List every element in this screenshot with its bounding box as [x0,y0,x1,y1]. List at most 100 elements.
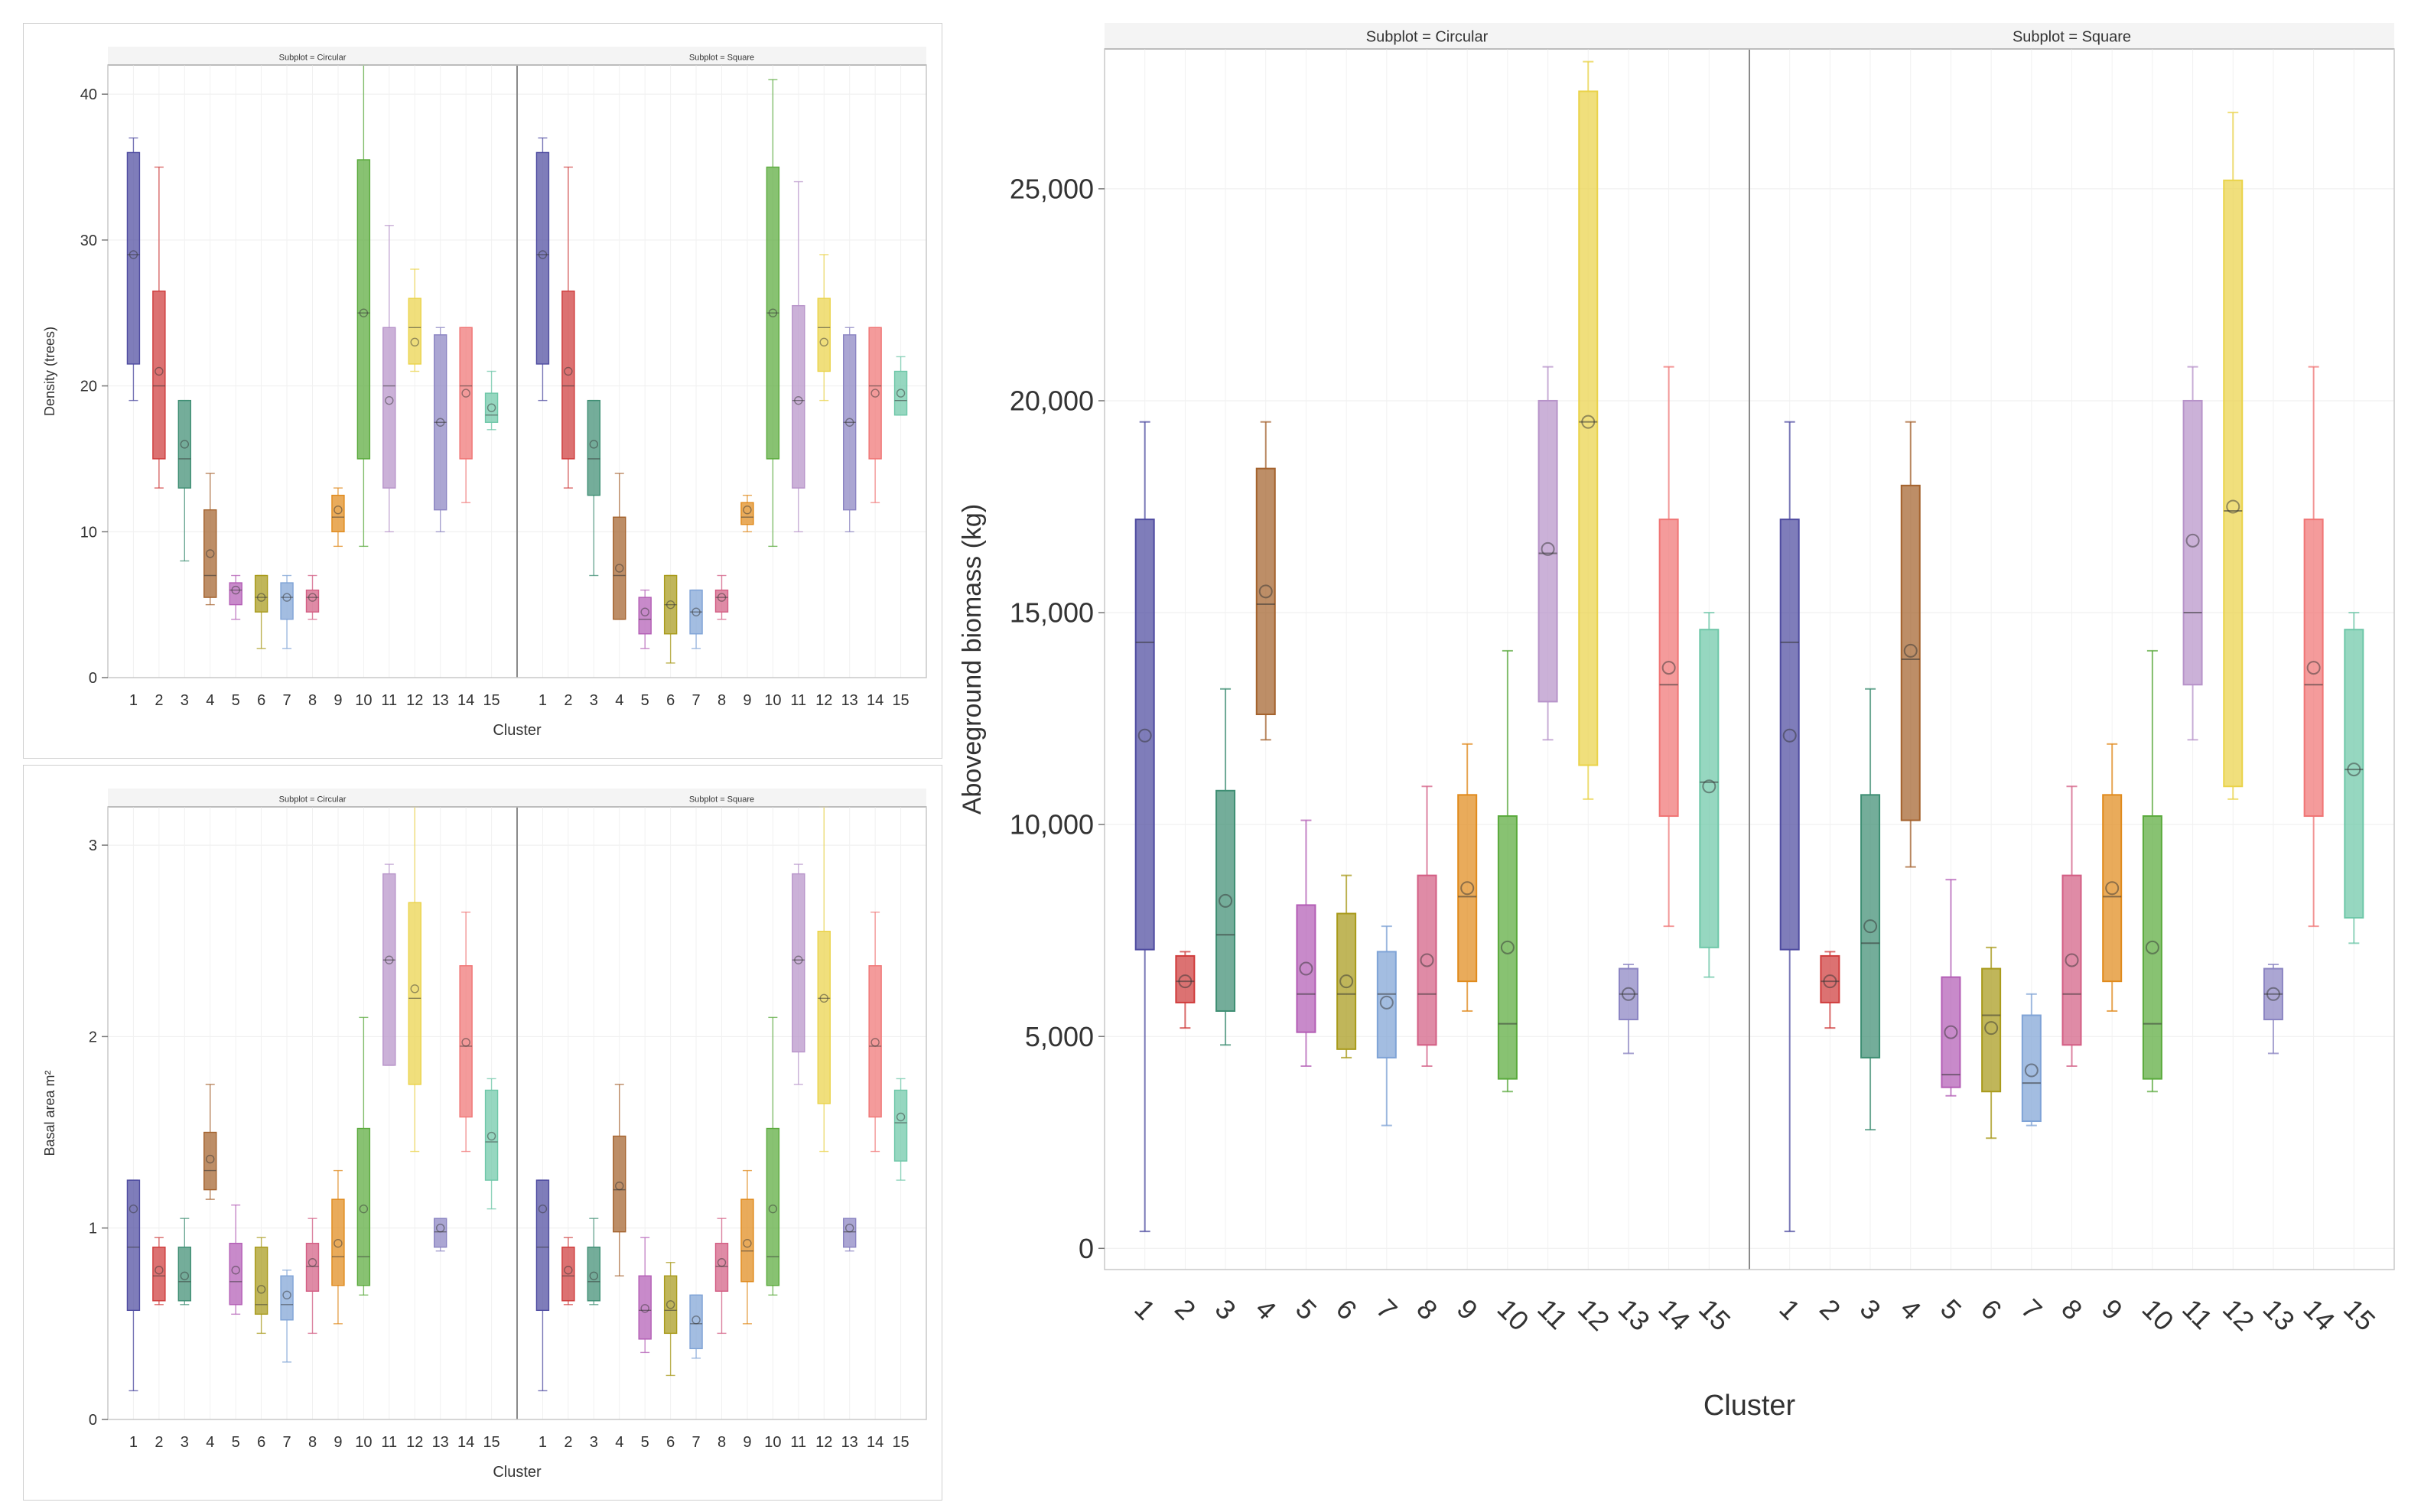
box-mean-marker [155,1266,164,1275]
box-mean-marker [717,593,727,602]
facet-strip [108,47,517,65]
box-mean-marker [1460,881,1475,896]
box-mean-marker [615,1181,624,1191]
x-tick-label: 13 [1612,1293,1656,1336]
box-mean-marker [435,1223,445,1233]
x-tick-label: 6 [1330,1293,1363,1325]
box-cluster-1 [535,1179,550,1392]
y-tick-label: 10 [80,524,97,541]
box-cluster-9 [740,1169,754,1325]
box-cluster-7 [280,574,294,649]
box-cluster-15 [484,370,499,431]
plot-frame [107,64,927,678]
box-iqr [331,1198,345,1286]
box-iqr [433,1218,447,1248]
box-mean-marker [129,1204,138,1214]
box-cluster-1 [535,137,550,402]
x-tick-label: 5 [232,1434,240,1451]
facet-title: Subplot = Circular [1366,28,1489,45]
box-mean-marker [538,250,548,259]
box-cluster-6 [254,574,268,649]
facet-strip [1105,23,1749,49]
box-cluster-14 [459,911,473,1153]
box-iqr [868,965,882,1118]
box-mean-marker [1258,584,1273,599]
box-mean-marker [896,389,906,398]
x-tick-label: 14 [1652,1293,1696,1336]
box-mean-marker [819,993,828,1003]
box-cluster-9 [331,1169,345,1325]
x-tick-label: 2 [564,692,572,709]
box-mean-marker [1137,728,1152,743]
box-cluster-1 [1134,421,1155,1233]
box-mean-marker [1420,953,1434,967]
x-tick-label: 12 [406,692,423,709]
box-cluster-8 [1417,785,1437,1067]
box-iqr [842,1218,857,1248]
box-mean-marker [2347,763,2361,777]
x-tick-label: 7 [283,1434,291,1451]
box-cluster-10 [766,1016,780,1296]
box-iqr [382,873,396,1066]
x-tick-label: 9 [1451,1293,1484,1325]
box-cluster-7 [2021,993,2042,1127]
y-tick-label: 0 [1079,1233,1094,1264]
box-iqr [2021,1014,2042,1123]
box-cluster-9 [2102,743,2123,1012]
x-tick-label: 15 [483,1434,499,1451]
box-cluster-13 [433,327,447,532]
box-cluster-5 [1296,819,1316,1067]
box-cluster-6 [663,1262,678,1377]
box-iqr [714,1243,729,1292]
box-cluster-12 [817,806,831,1153]
box-cluster-2 [1820,951,1840,1029]
box-cluster-7 [689,589,703,649]
box-cluster-8 [305,1218,320,1335]
box-mean-marker [435,418,445,427]
box-mean-marker [896,1112,906,1122]
box-mean-marker [486,1131,496,1141]
y-tick-label: 3 [89,837,97,854]
facet-title: Subplot = Circular [279,795,347,804]
x-tick-label: 4 [615,1434,623,1451]
box-mean-marker [1823,974,1837,989]
box-cluster-5 [638,1237,652,1354]
x-tick-label: 5 [641,692,649,709]
box-cluster-3 [587,1218,601,1306]
x-tick-label: 3 [1854,1293,1887,1325]
box-mean-marker [1299,961,1313,976]
box-mean-marker [308,593,317,602]
box-mean-marker [2105,881,2120,896]
box-cluster-9 [331,487,345,548]
x-tick-label: 1 [129,1434,138,1451]
box-cluster-4 [203,1084,217,1200]
x-tick-label: 2 [155,692,163,709]
box-iqr [638,1275,652,1340]
x-tick-label: 12 [406,1434,423,1451]
box-cluster-10 [356,1016,371,1296]
box-mean-marker [844,1223,854,1233]
box-cluster-6 [1336,874,1357,1058]
box-mean-marker [359,308,369,317]
x-tick-label: 5 [641,1434,649,1451]
box-mean-marker [768,1204,778,1214]
box-mean-marker [615,564,624,573]
x-axis-label: Cluster [1703,1390,1796,1422]
box-mean-marker [206,1154,215,1164]
box-mean-marker [231,1266,240,1275]
x-tick-label: 14 [457,692,474,709]
box-cluster-15 [1699,612,1720,978]
box-cluster-12 [1578,60,1599,800]
box-mean-marker [359,1204,369,1214]
box-cluster-10 [2142,649,2162,1093]
box-mean-marker [794,395,803,405]
box-cluster-4 [613,473,626,620]
x-tick-label: 14 [867,692,883,709]
box-cluster-2 [1175,951,1196,1029]
box-iqr [408,902,421,1085]
box-mean-marker [1581,415,1596,429]
box-mean-marker [334,505,343,515]
box-iqr [766,1127,780,1286]
